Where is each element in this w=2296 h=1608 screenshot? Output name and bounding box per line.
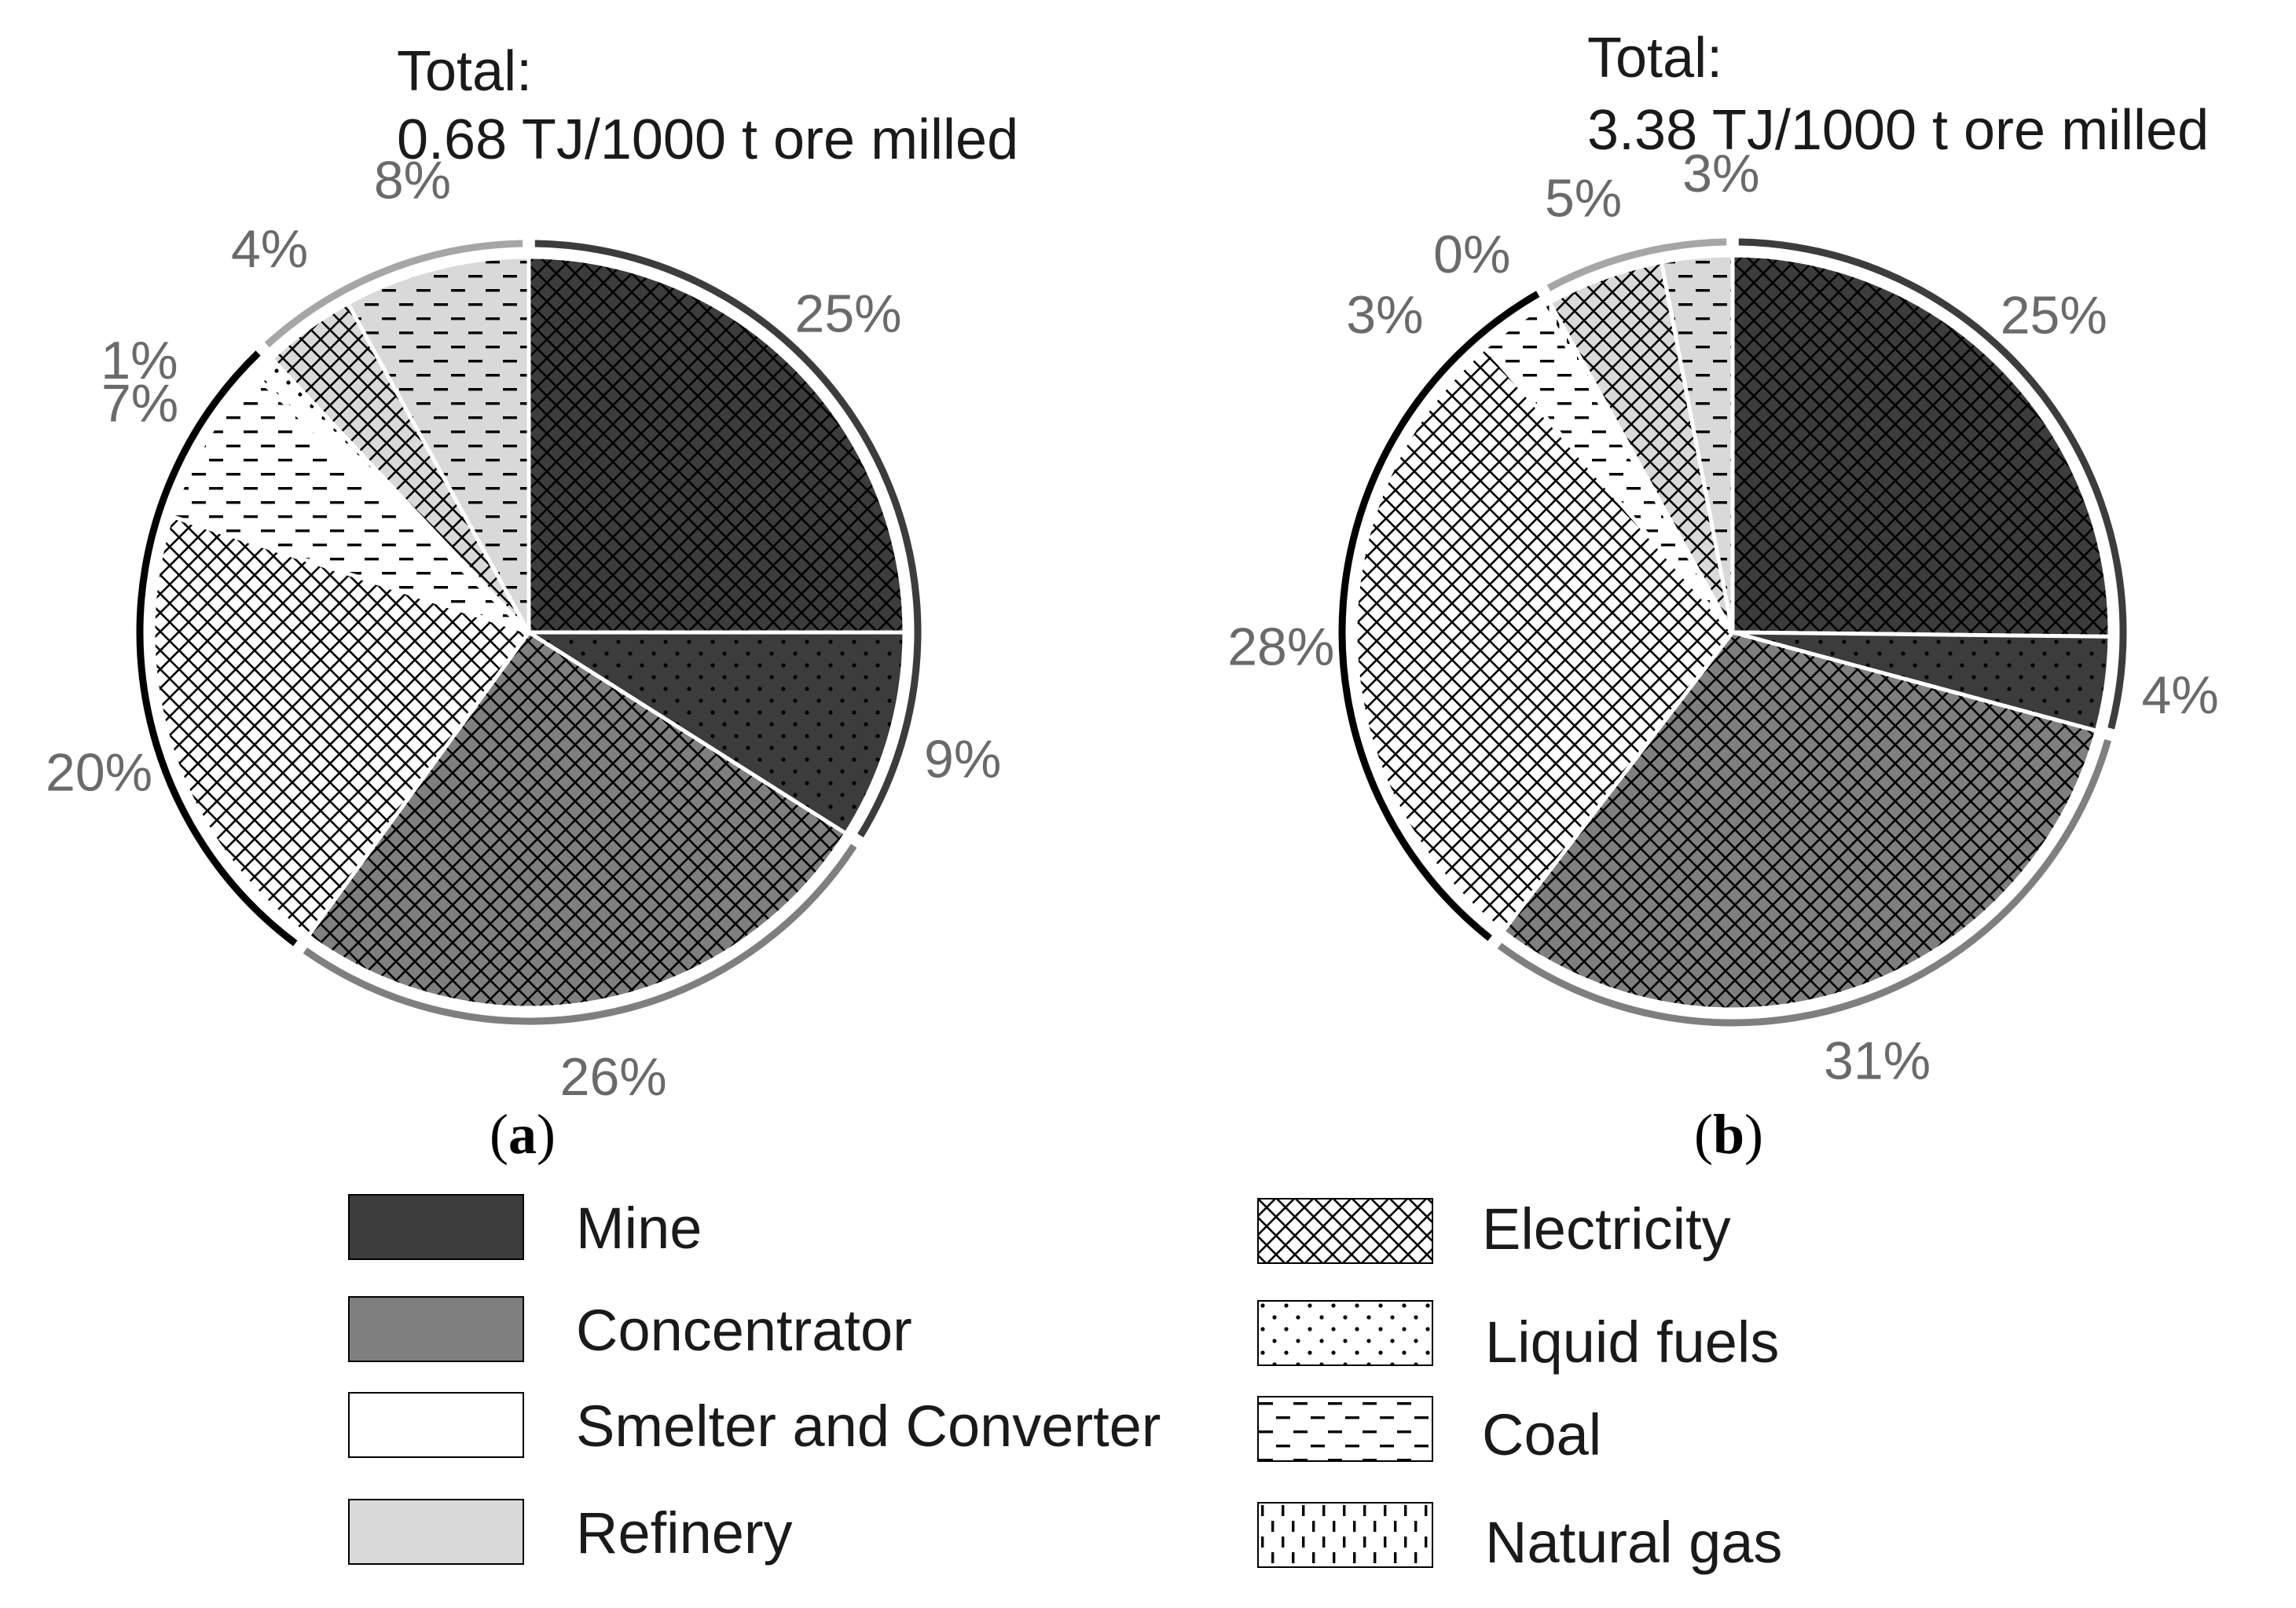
pie-slice-pattern (151, 514, 531, 939)
pie-chart-a: 25% 9% 26% 20% 7%1% 4% 8% (46, 151, 1001, 1107)
legend-label-electricity: Electricity (1482, 1196, 1731, 1262)
pie-slice-label: 28% (1227, 617, 1334, 676)
pie-slice (1501, 630, 2099, 1012)
stage-ring-concentrator (303, 844, 857, 1025)
pie-slice-label: 25% (795, 284, 902, 343)
pie-slice (346, 255, 531, 635)
pie-slice-label: 20% (46, 743, 152, 803)
chart-a-title-line2: 0.68 TJ/1000 t ore milled (397, 108, 1018, 171)
pie-slice-label: 1% (101, 331, 178, 390)
legend-swatch-smelter (348, 1392, 524, 1458)
pie-slice (526, 255, 907, 635)
legend-label-mine: Mine (576, 1196, 702, 1261)
pie-slice-label: 4% (231, 219, 308, 279)
pie-slice-pattern (1547, 260, 1735, 635)
stage-ring-refinery (264, 240, 523, 348)
legend-swatch-mine (348, 1194, 524, 1260)
pie-slice (1353, 346, 1735, 934)
pie-slice-label: 3% (1682, 144, 1759, 203)
chart-b-title-line1: Total: (1587, 27, 1722, 90)
chart-a-title-line1: Total: (397, 40, 532, 103)
chart-b-title-line2: 3.38 TJ/1000 t ore milled (1587, 99, 2209, 162)
pie-slice (1547, 260, 1735, 635)
pie-slice-label: 7% (101, 373, 178, 433)
pie-chart-b: 25%4%31%28%3%0%5% 3% (1227, 144, 2218, 1091)
legend-swatch-concentrator (348, 1296, 524, 1362)
pie-slice (1659, 253, 1735, 635)
pie-slice (526, 630, 907, 836)
dashes-pattern-icon (1257, 1396, 1433, 1462)
pie-slice-pattern (526, 630, 907, 836)
pie-slice (151, 514, 531, 939)
legend-swatch-refinery (348, 1499, 524, 1565)
dots-pattern-icon (1257, 1300, 1433, 1366)
pie-slice-label: 3% (1346, 285, 1423, 345)
pie-slice-label: 9% (924, 729, 1001, 789)
legend-label-liquid-fuels: Liquid fuels (1485, 1309, 1780, 1375)
legend-label-concentrator: Concentrator (576, 1298, 912, 1363)
pie-slice-pattern (346, 255, 531, 635)
stage-ring-smelter (1338, 291, 1540, 941)
crosshatch-pattern-icon (1257, 1198, 1433, 1264)
pie-slice-pattern (306, 630, 849, 1010)
panel-label-a: (a) (490, 1103, 556, 1166)
pie-slice (306, 630, 849, 1010)
stage-ring-smelter (136, 350, 298, 947)
stage-ring-mine (534, 240, 922, 837)
pie-slice-label: 5% (1545, 169, 1622, 229)
pie-slice-label: 8% (374, 151, 451, 211)
legend-label-refinery: Refinery (576, 1500, 793, 1566)
stage-ring-mine (1738, 238, 2127, 730)
pie-slice-pattern (1501, 630, 2099, 1012)
pie-slice-label: 0% (1433, 225, 1510, 284)
pie-slice-pattern (526, 255, 907, 635)
vertical-dashes-pattern-icon (1257, 1502, 1433, 1568)
pie-slice-label: 26% (560, 1047, 667, 1107)
pie-slice-pattern (1659, 253, 1735, 635)
pie-slice-label: 31% (1824, 1031, 1931, 1091)
stage-ring-concentrator (1497, 739, 2111, 1027)
pie-slice-label: 4% (2141, 665, 2218, 725)
stage-ring-refinery (1546, 238, 1727, 291)
pie-slice-pattern (169, 373, 531, 635)
legend-label-smelter: Smelter and Converter (576, 1394, 1161, 1459)
legend-label-natural-gas: Natural gas (1485, 1510, 1783, 1575)
pie-slice-pattern (1353, 346, 1735, 934)
pie-slice (1730, 253, 2112, 639)
pie-slice (169, 373, 531, 635)
pie-slice-pattern (1730, 253, 2112, 639)
pie-slice-label: 25% (2001, 286, 2107, 346)
panel-label-b: (b) (1694, 1103, 1763, 1166)
legend-label-coal: Coal (1482, 1402, 1602, 1467)
